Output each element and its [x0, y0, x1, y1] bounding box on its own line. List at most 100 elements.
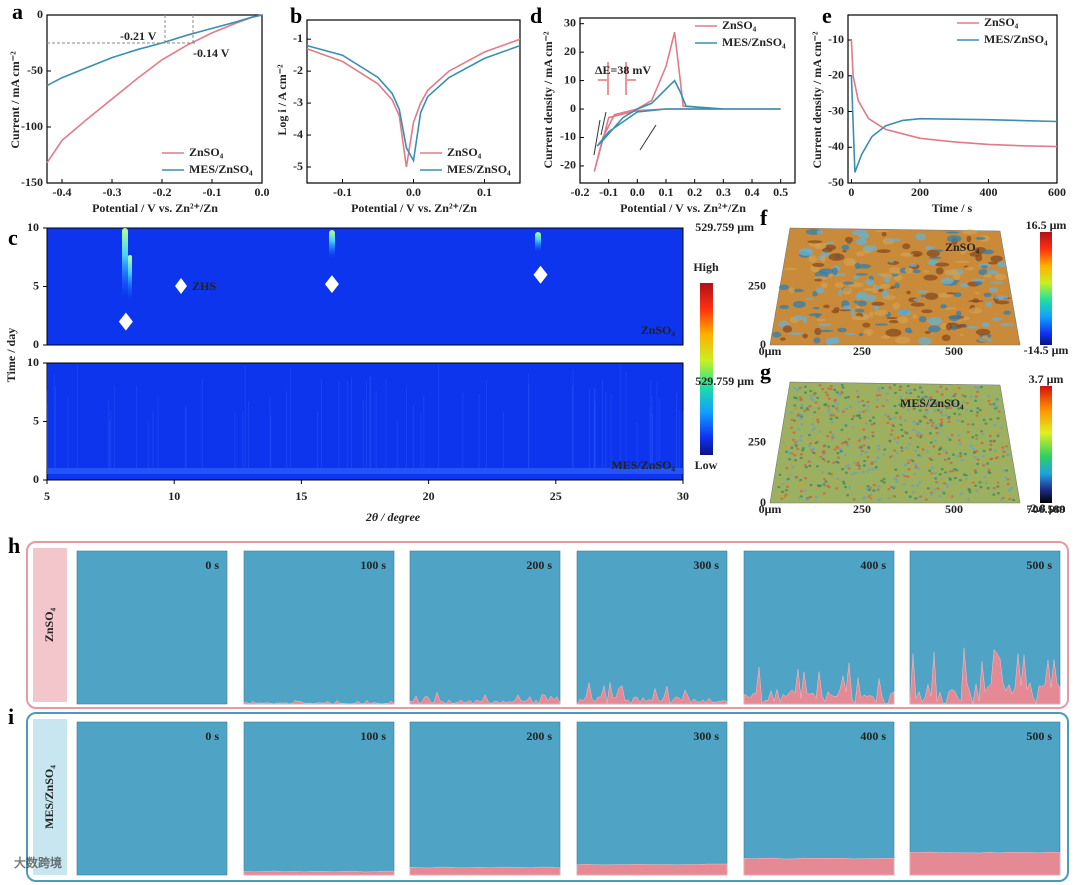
- afm-texture: [953, 467, 957, 471]
- afm-texture: [950, 441, 954, 444]
- afm-texture: [894, 282, 900, 289]
- afm-texture: [948, 470, 952, 473]
- afm-texture: [996, 492, 1000, 495]
- afm-texture: [870, 423, 874, 426]
- afm-texture: [808, 464, 812, 468]
- afm-texture: [896, 436, 900, 439]
- afm-texture: [857, 387, 861, 391]
- afm-texture: [856, 461, 860, 464]
- afm-texture: [817, 411, 821, 414]
- afm-colorbar: [1040, 232, 1052, 345]
- afm-texture: [916, 290, 929, 293]
- afm-texture: [999, 323, 1015, 327]
- afm-texture: [989, 443, 993, 447]
- afm-texture: [977, 338, 993, 343]
- legend-label: MES/ZnSO₄: [189, 162, 253, 176]
- afm-texture: [830, 420, 834, 424]
- afm-texture: [945, 462, 949, 466]
- afm-texture: [904, 491, 908, 494]
- sim-frame: [576, 550, 728, 705]
- afm-texture: [1003, 456, 1007, 460]
- afm-texture: [888, 267, 902, 275]
- afm-texture: [855, 238, 868, 246]
- afm-texture: [894, 478, 898, 482]
- afm-axis-label: 0μm: [759, 502, 782, 516]
- afm-texture: [809, 483, 813, 487]
- afm-texture: [866, 400, 870, 404]
- afm-texture: [783, 267, 797, 271]
- afm-texture: [930, 424, 934, 427]
- afm-texture: [874, 470, 878, 474]
- afm-texture: [904, 327, 912, 333]
- afm-texture: [811, 428, 815, 432]
- afm-texture: [973, 469, 977, 472]
- afm-texture: [996, 485, 1000, 488]
- y-tick-label: -30: [828, 103, 844, 117]
- y-tick-label: 5: [33, 278, 39, 292]
- afm-texture: [850, 417, 854, 421]
- afm-texture: [948, 477, 952, 480]
- afm-texture: [793, 315, 804, 321]
- afm-texture: [798, 496, 802, 499]
- zinc-deposit: [243, 870, 395, 876]
- afm-texture: [898, 388, 902, 392]
- afm-texture: [956, 310, 962, 317]
- afm-texture: [918, 420, 922, 423]
- afm-texture: [949, 399, 953, 402]
- guide-line: [598, 62, 636, 95]
- afm-texture: [898, 417, 902, 421]
- afm-texture: [903, 493, 907, 497]
- afm-texture: [893, 449, 897, 452]
- afm-texture: [996, 417, 1000, 420]
- afm-texture: [959, 333, 965, 336]
- afm-texture: [858, 411, 862, 414]
- afm-texture: [799, 434, 803, 438]
- afm-texture: [937, 432, 941, 435]
- afm-texture: [889, 417, 893, 421]
- afm-texture: [796, 472, 800, 475]
- afm-texture: [992, 458, 996, 461]
- afm-texture: [974, 395, 978, 398]
- afm-texture: [1003, 476, 1007, 479]
- afm-texture: [953, 392, 957, 396]
- afm-texture: [811, 423, 815, 426]
- afm-texture: [859, 427, 863, 430]
- afm-texture: [991, 317, 1003, 321]
- afm-texture: [793, 396, 797, 399]
- afm-texture: [964, 477, 968, 481]
- time-label: 400 s: [860, 558, 886, 572]
- afm-texture: [1000, 426, 1004, 429]
- afm-texture: [924, 395, 928, 398]
- afm-texture: [955, 454, 959, 458]
- afm-texture: [857, 300, 868, 307]
- zinc-deposit: [743, 662, 895, 705]
- afm-texture: [862, 322, 871, 328]
- afm-texture: [879, 420, 883, 423]
- afm-texture: [800, 415, 804, 418]
- afm-texture: [807, 460, 811, 463]
- afm-texture: [974, 281, 983, 286]
- x-tick-label: 5: [44, 489, 50, 503]
- afm-texture: [932, 445, 936, 448]
- afm-texture: [940, 424, 944, 427]
- afm-texture: [789, 287, 795, 294]
- afm-texture: [831, 267, 838, 276]
- afm-texture: [962, 229, 978, 235]
- afm-texture: [875, 405, 879, 409]
- afm-texture: [978, 481, 982, 484]
- afm-texture: [866, 470, 870, 473]
- afm-texture: [838, 414, 842, 418]
- afm-texture: [882, 477, 886, 481]
- y-tick-label: -40: [828, 139, 844, 153]
- afm-texture: [984, 481, 988, 485]
- afm-texture: [967, 325, 979, 329]
- afm-texture: [924, 330, 931, 335]
- afm-texture: [953, 292, 962, 298]
- afm-texture: [887, 468, 891, 471]
- afm-texture: [851, 315, 864, 320]
- afm-texture: [984, 422, 988, 425]
- afm-texture: [914, 397, 918, 400]
- afm-texture: [795, 440, 799, 443]
- afm-texture: [878, 478, 882, 481]
- afm-texture: [981, 432, 985, 436]
